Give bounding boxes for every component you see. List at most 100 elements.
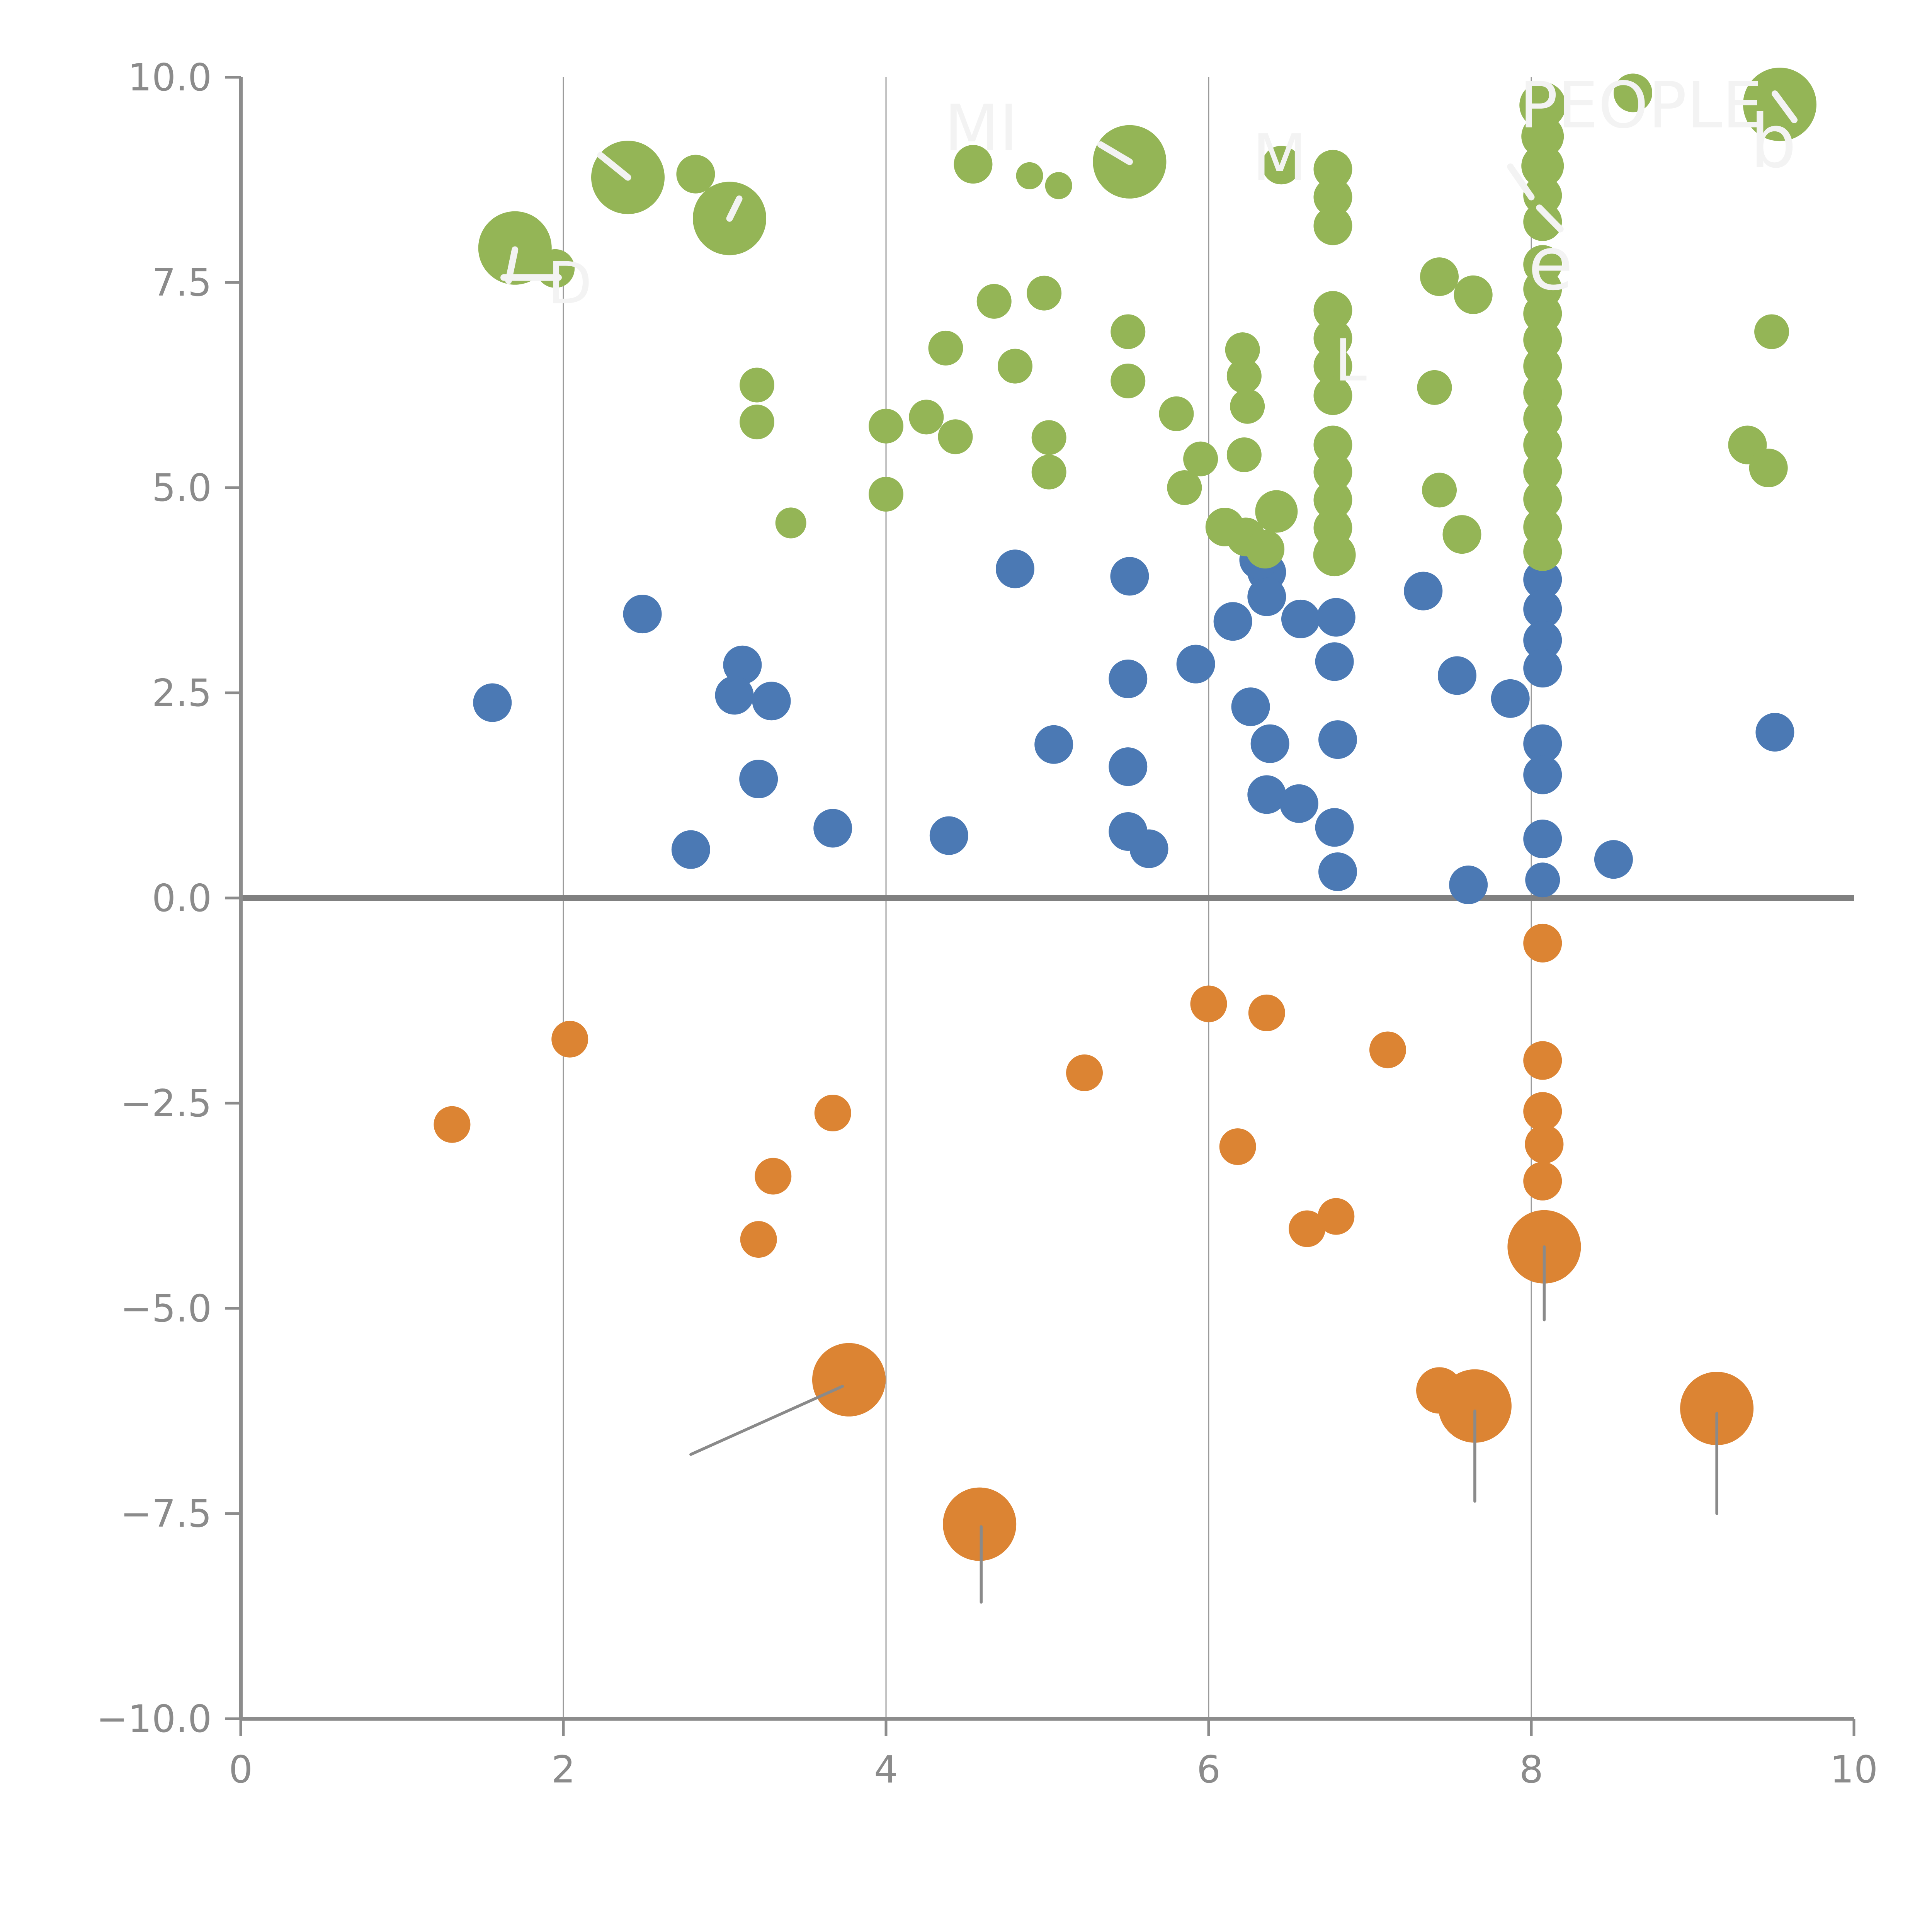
- data-point: [1031, 420, 1066, 455]
- data-point: [1016, 162, 1043, 189]
- data-point: [775, 507, 806, 539]
- data-point: [1404, 571, 1443, 611]
- white-annotations: PEOPLE MI M Le b D: [500, 68, 1798, 395]
- data-point: [928, 330, 963, 366]
- data-point: [1523, 560, 1562, 599]
- data-point: [1523, 452, 1562, 491]
- y-tick-label: 0.0: [152, 876, 212, 920]
- series-green-cluster: [478, 68, 1816, 577]
- annotation-label: e: [1528, 221, 1573, 306]
- data-point: [1749, 449, 1788, 488]
- data-point: [1205, 507, 1244, 546]
- data-point: [1313, 150, 1352, 189]
- data-point: [1316, 598, 1355, 637]
- y-tick-label: 7.5: [152, 260, 212, 304]
- data-point: [1167, 470, 1202, 505]
- data-point: [1313, 376, 1352, 415]
- data-point: [1247, 775, 1286, 814]
- data-point: [1027, 276, 1062, 311]
- axes: [225, 76, 1855, 1736]
- annotation-stroke: [1536, 204, 1564, 233]
- data-point: [812, 1343, 886, 1417]
- data-point: [473, 683, 512, 722]
- data-point: [1190, 985, 1227, 1022]
- data-point: [869, 476, 903, 512]
- data-point: [1034, 725, 1073, 764]
- data-point: [1281, 599, 1320, 638]
- data-point: [1159, 396, 1194, 431]
- data-point: [551, 1020, 588, 1058]
- data-point: [1313, 319, 1352, 358]
- data-point: [1279, 784, 1318, 823]
- data-point: [1225, 332, 1260, 367]
- data-point: [1438, 1369, 1512, 1443]
- series-blue-cluster: [473, 540, 1794, 905]
- data-point: [1219, 1128, 1256, 1165]
- y-tick-label: 5.0: [152, 466, 212, 510]
- data-point: [1313, 480, 1352, 519]
- data-point: [1521, 115, 1564, 158]
- data-point: [1422, 473, 1457, 508]
- data-point: [1523, 820, 1562, 859]
- annotation-stroke: [597, 152, 631, 181]
- data-point: [1420, 257, 1459, 296]
- data-point: [813, 809, 852, 848]
- data-point: [943, 1487, 1017, 1561]
- y-tick-label: −10.0: [96, 1697, 212, 1741]
- data-point: [1313, 206, 1352, 245]
- data-point: [1523, 621, 1562, 660]
- data-point: [1313, 534, 1356, 577]
- data-point: [1226, 359, 1262, 394]
- data-point: [739, 760, 778, 799]
- data-point: [723, 645, 762, 684]
- data-point: [1519, 82, 1566, 129]
- annotation-stroke: [726, 195, 743, 222]
- data-point: [1318, 720, 1357, 759]
- data-point: [1442, 515, 1481, 554]
- data-point: [1313, 347, 1352, 386]
- data-point: [1318, 852, 1357, 891]
- data-point: [1491, 679, 1530, 718]
- data-point: [1313, 291, 1352, 330]
- y-tick-label: −5.0: [120, 1286, 212, 1330]
- data-point: [1313, 425, 1352, 464]
- data-point: [1521, 145, 1564, 187]
- data-point: [1183, 441, 1218, 476]
- data-point: [1594, 840, 1633, 879]
- annotation-label: M: [1252, 121, 1307, 195]
- annotation-label: MI: [944, 91, 1018, 165]
- data-point: [623, 595, 662, 634]
- data-point: [1454, 275, 1493, 314]
- annotation-label: b: [1750, 99, 1797, 184]
- data-point: [1262, 146, 1301, 185]
- data-point: [1176, 645, 1215, 684]
- annotation-stroke: [1771, 90, 1798, 123]
- data-point: [1045, 172, 1072, 199]
- data-point: [1315, 642, 1354, 681]
- data-point: [1525, 1125, 1564, 1164]
- data-point: [938, 419, 973, 454]
- data-point: [1525, 862, 1560, 898]
- data-point: [996, 549, 1034, 588]
- annotation-label: PEOPLE: [1519, 68, 1762, 142]
- x-tick-label: 10: [1830, 1747, 1878, 1791]
- data-point: [1523, 724, 1562, 763]
- data-point: [1250, 724, 1289, 763]
- series-orange-cluster: [434, 923, 1754, 1561]
- data-point: [1523, 1092, 1562, 1131]
- leader-line: [689, 1385, 844, 1456]
- annotation-stroke: [1507, 163, 1535, 201]
- data-point: [1318, 1198, 1355, 1235]
- data-point: [1230, 389, 1265, 424]
- data-point: [1289, 1210, 1326, 1247]
- data-point: [1614, 73, 1653, 112]
- x-tick-label: 2: [551, 1747, 575, 1791]
- data-point: [976, 284, 1012, 319]
- data-point: [1754, 314, 1789, 349]
- data-point: [715, 676, 754, 715]
- data-point: [929, 816, 968, 855]
- data-point: [1109, 659, 1148, 698]
- data-point: [909, 400, 944, 435]
